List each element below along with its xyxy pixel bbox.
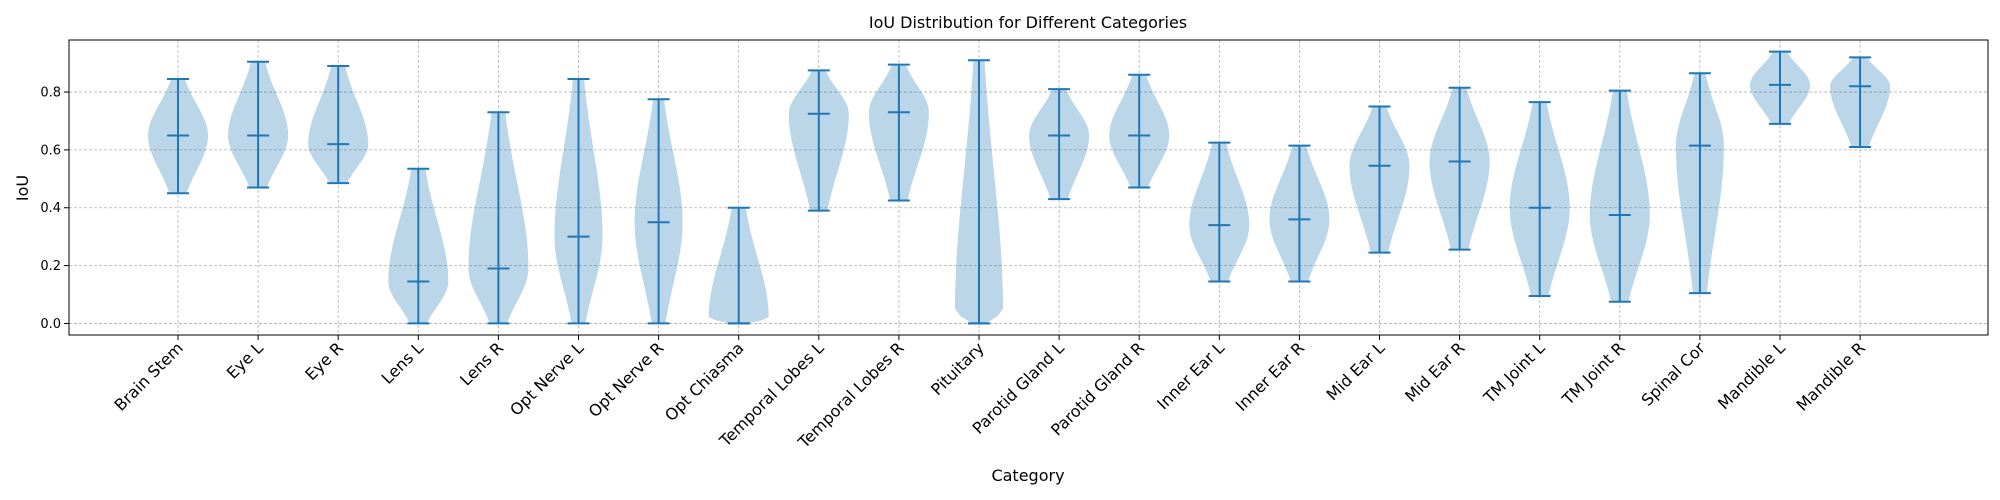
violin-lens-r <box>468 111 529 325</box>
category-label: Mandible R <box>1793 338 1869 414</box>
violin-brain-stem <box>148 78 208 195</box>
violin-inner-ear-l <box>1189 141 1250 283</box>
category-label: Brain Stem <box>111 338 187 414</box>
violin-tm-joint-l <box>1509 101 1570 297</box>
y-axis-label: IoU <box>13 175 32 201</box>
y-tick-label: 0.8 <box>40 86 61 101</box>
violin-opt-nerve-l <box>554 78 603 325</box>
category-label: Spinal Cor <box>1637 338 1709 410</box>
y-tick-label: 0.6 <box>40 143 61 158</box>
category-label: TM Joint R <box>1558 338 1629 409</box>
violin-eye-r <box>308 65 369 185</box>
violin-tm-joint-r <box>1589 89 1650 303</box>
category-label: Mid Ear R <box>1401 338 1468 405</box>
violin-parotid-gland-l <box>1029 88 1090 201</box>
violin-mid-ear-r <box>1429 86 1490 251</box>
violin-eye-l <box>228 60 289 189</box>
category-label: Inner Ear R <box>1232 338 1309 415</box>
violin-temporal-lobes-r <box>868 63 929 202</box>
category-label: Opt Chiasma <box>661 338 748 425</box>
chart-title: IoU Distribution for Different Categorie… <box>869 13 1187 32</box>
violin-mandible-r <box>1830 56 1891 149</box>
category-label: Lens L <box>378 338 428 388</box>
violin-mandible-l <box>1750 50 1810 125</box>
category-label: Inner Ear L <box>1153 338 1228 413</box>
violin-inner-ear-r <box>1269 144 1330 283</box>
category-label: Pituitary <box>927 338 988 399</box>
y-tick-label: 0.4 <box>40 201 61 216</box>
violin-opt-chiasma <box>708 206 769 325</box>
category-label: TM Joint L <box>1479 338 1548 407</box>
violin-lens-l <box>388 167 449 325</box>
category-label: Opt Nerve R <box>585 338 668 421</box>
violin-parotid-gland-r <box>1109 73 1170 189</box>
violin-layer <box>148 50 1891 325</box>
category-label: Opt Nerve L <box>506 338 587 419</box>
violin-opt-nerve-r <box>634 98 683 325</box>
violin-spinal-cor <box>1675 72 1724 295</box>
x-axis-label: Category <box>991 466 1064 485</box>
y-tick-layer: 0.0 0.2 0.4 0.6 0.8 <box>40 86 69 332</box>
category-label: Eye R <box>301 338 347 384</box>
category-label: Eye L <box>223 338 267 382</box>
violin-temporal-lobes-l <box>788 69 849 212</box>
category-label: Mandible L <box>1714 338 1789 413</box>
category-label: Lens R <box>456 338 507 389</box>
category-label: Mid Ear L <box>1323 338 1389 404</box>
plot-frame <box>68 39 1989 336</box>
violin-mid-ear-l <box>1349 105 1410 254</box>
violin-pituitary <box>955 59 1003 325</box>
y-tick-label: 0.2 <box>40 259 61 274</box>
y-tick-label: 0.0 <box>40 317 61 332</box>
